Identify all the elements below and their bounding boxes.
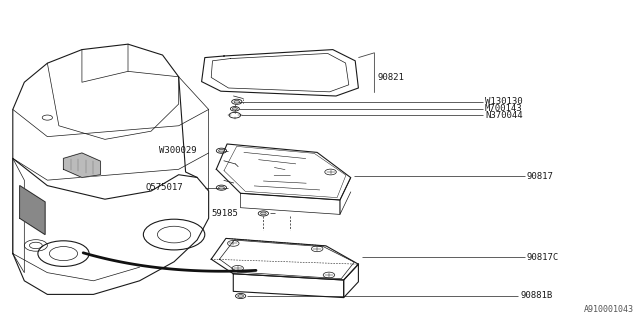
Text: W130130: W130130 (485, 97, 523, 106)
Circle shape (219, 149, 224, 152)
Text: M700143: M700143 (485, 104, 523, 113)
Text: 90817C: 90817C (527, 252, 559, 262)
Circle shape (260, 212, 266, 215)
Polygon shape (20, 186, 45, 235)
Circle shape (219, 186, 224, 189)
Circle shape (234, 100, 239, 103)
Text: 90821: 90821 (378, 73, 404, 82)
Text: A910001043: A910001043 (584, 305, 634, 314)
Circle shape (232, 108, 237, 110)
Text: Q575017: Q575017 (146, 183, 184, 192)
Circle shape (238, 295, 243, 297)
Polygon shape (63, 153, 100, 177)
Text: 90817: 90817 (527, 172, 554, 181)
Text: 90881B: 90881B (520, 292, 552, 300)
Text: N370044: N370044 (485, 111, 523, 120)
Text: 59185: 59185 (211, 209, 238, 218)
Circle shape (42, 115, 52, 120)
Text: W300029: W300029 (159, 146, 196, 155)
